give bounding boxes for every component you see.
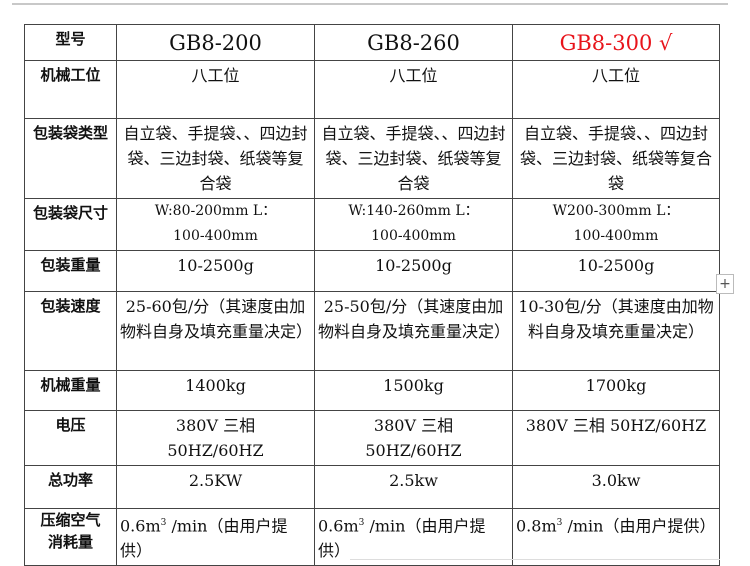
page-top-border [12,3,728,5]
table-cell: 八工位 [116,60,315,119]
table-cell: 八工位 [314,60,513,119]
row-header: 包装袋尺寸 [24,198,117,251]
row-header: 压缩空气消耗量 [24,507,117,566]
table-cell: 自立袋、手提袋、、四边封袋、三边封袋、纸袋等复合袋 [314,118,513,199]
table-cell: 自立袋、手提袋、、四边封袋、三边封袋、纸袋等复合袋 [512,118,720,199]
table-cell: W:140-260mm L：100-400mm [314,198,513,251]
table-row: 包装速度 25-60包/分（其速度由加物料自身及填充重量决定） 25-50包/分… [24,291,720,371]
table-cell: 自立袋、手提袋、、四边封袋、三边封袋、纸袋等复合袋 [116,118,315,199]
table-cell: 1400kg [116,370,315,411]
table-cell: 25-50包/分（其速度由加物料自身及填充重量决定） [314,291,513,371]
superscript: 3 [358,518,365,528]
table-cell: W200-300mm L：100-400mm [512,198,720,251]
superscript: 3 [160,518,167,528]
table-cell: 0.6m3 /min（由用户提供） [116,507,315,566]
model-cell-selected: GB8-300 √ [512,24,720,61]
row-header: 机械工位 [24,60,117,119]
table-cell: 2.5kw [314,465,513,509]
air-suffix: /min（由用户提供） [318,516,486,561]
spec-table: 型号 GB8-200 GB8-260 GB8-300 √ 机械工位 八工位 八工… [24,24,720,566]
horizontal-scrollbar[interactable] [350,559,720,565]
air-suffix: /min（由用户提供） [567,516,716,536]
table-cell: 1700kg [512,370,720,411]
superscript: 3 [556,518,563,528]
row-header: 机械重量 [24,370,117,411]
table-cell: 380V 三相 50HZ/60HZ [314,410,513,466]
table-cell: 380V 三相 50HZ/60HZ [512,410,720,466]
air-value: 0.8m [516,516,557,536]
air-value: 0.6m [318,516,359,536]
table-cell: 10-30包/分（其速度由加物料自身及填充重量决定） [512,291,720,371]
table-cell: 0.6m3 /min（由用户提供） [314,507,513,566]
table-row: 压缩空气消耗量 0.6m3 /min（由用户提供） 0.6m3 /min（由用户… [24,507,720,566]
table-cell: W:80-200mm L：100-400mm [116,198,315,251]
row-header: 包装速度 [24,291,117,371]
row-header: 包装重量 [24,250,117,292]
row-header: 电压 [24,410,117,466]
table-row: 包装袋尺寸 W:80-200mm L：100-400mm W:140-260mm… [24,198,720,251]
model-cell: GB8-260 [314,24,513,61]
table-cell: 10-2500g [116,250,315,292]
table-row: 总功率 2.5KW 2.5kw 3.0kw [24,465,720,509]
row-header: 包装袋类型 [24,118,117,199]
table-cell: 10-2500g [314,250,513,292]
table-cell: 1500kg [314,370,513,411]
row-header: 总功率 [24,465,117,509]
table-row: 包装袋类型 自立袋、手提袋、、四边封袋、三边封袋、纸袋等复合袋 自立袋、手提袋、… [24,118,720,199]
table-cell: 380V 三相 50HZ/60HZ [116,410,315,466]
table-cell: 25-60包/分（其速度由加物料自身及填充重量决定） [116,291,315,371]
table-cell: 八工位 [512,60,720,119]
table-row: 机械重量 1400kg 1500kg 1700kg [24,370,720,411]
model-cell: GB8-200 [116,24,315,61]
air-value: 0.6m [120,516,161,536]
add-column-button[interactable]: + [716,274,734,294]
row-header: 型号 [24,24,117,61]
table-row: 电压 380V 三相 50HZ/60HZ 380V 三相 50HZ/60HZ 3… [24,410,720,466]
table-cell: 3.0kw [512,465,720,509]
table-cell: 2.5KW [116,465,315,509]
table-row: 机械工位 八工位 八工位 八工位 [24,60,720,119]
air-suffix: /min（由用户提供） [120,516,288,561]
table-row: 型号 GB8-200 GB8-260 GB8-300 √ [24,24,720,61]
table-row: 包装重量 10-2500g 10-2500g 10-2500g [24,250,720,292]
table-cell: 0.8m3 /min（由用户提供） [512,507,720,566]
table-cell: 10-2500g [512,250,720,292]
